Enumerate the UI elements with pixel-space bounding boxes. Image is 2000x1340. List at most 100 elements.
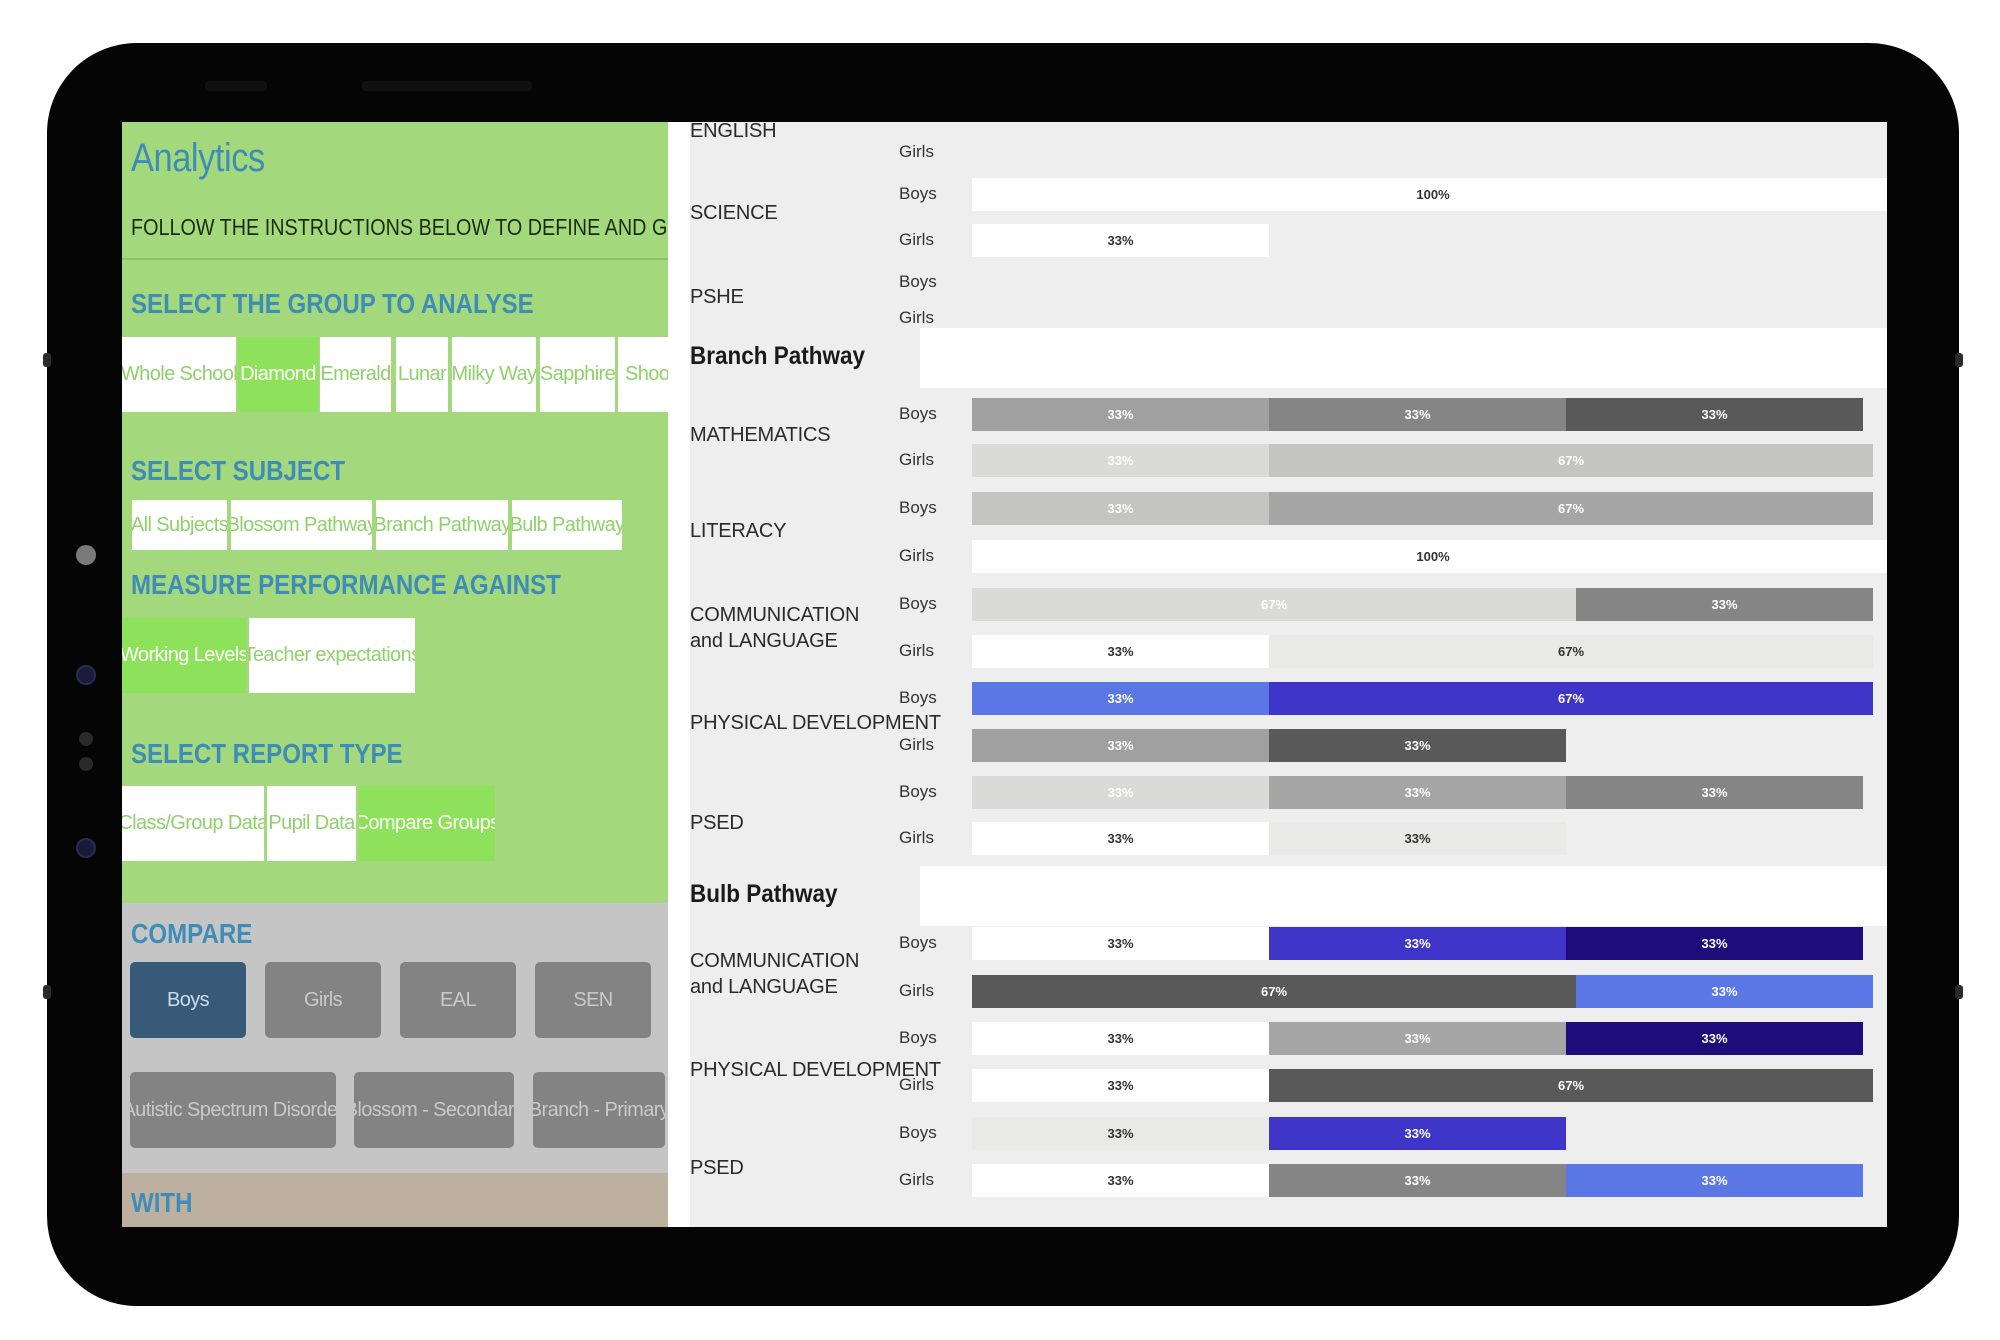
compare-section: COMPARE Boys Girls EAL SEN Autistic Spec… — [122, 903, 668, 1173]
section-heading: Bulb Pathway — [690, 880, 838, 908]
bar-segment[interactable]: 100% — [972, 178, 1887, 211]
bar-segment[interactable]: 67% — [1269, 492, 1873, 525]
comparison-report: ENGLISH Girls SCIENCE Boys 100% Girls 33% PSHE B… — [690, 122, 1887, 1227]
report-option-compare-groups[interactable]: Compare Groups — [359, 786, 495, 861]
bar-segment[interactable]: 33% — [972, 224, 1269, 257]
bar-segment[interactable]: 33% — [1269, 1164, 1566, 1197]
bar-segment[interactable]: 33% — [972, 729, 1269, 762]
bar-segment[interactable]: 67% — [1269, 444, 1873, 477]
bar-segment[interactable]: 33% — [972, 1069, 1269, 1102]
bar-segment[interactable]: 33% — [1269, 398, 1566, 431]
bar-segment[interactable]: 67% — [972, 975, 1576, 1008]
bar-segment[interactable]: 33% — [972, 398, 1269, 431]
group-option-milky-way[interactable]: Milky Way — [452, 337, 536, 412]
report-type-section-heading: SELECT REPORT TYPE — [131, 738, 403, 769]
bar-segment[interactable]: 33% — [1269, 729, 1566, 762]
group-label: Girls — [899, 546, 934, 565]
camera-lens-icon — [76, 545, 96, 565]
group-label: Girls — [899, 1075, 934, 1094]
compare-option-boys[interactable]: Boys — [130, 962, 246, 1038]
group-label: Boys — [899, 1028, 937, 1047]
group-option-shoo[interactable]: Shoo — [618, 337, 668, 412]
bar-segment[interactable]: 100% — [972, 540, 1887, 573]
sensor-icon — [76, 838, 96, 858]
bar-segment[interactable]: 67% — [972, 588, 1576, 621]
bar-segment[interactable]: 33% — [972, 1164, 1269, 1197]
measure-option-teacher-expectations[interactable]: Teacher expectations — [249, 618, 415, 693]
group-label: Boys — [899, 1123, 937, 1142]
bar-segment[interactable]: 67% — [1269, 1069, 1873, 1102]
compare-option-autistic-spectrum-disorder[interactable]: Autistic Spectrum Disorder — [130, 1072, 336, 1148]
compare-option-sen[interactable]: SEN — [535, 962, 651, 1038]
subject-option-blossom[interactable]: Blossom Pathway — [231, 500, 372, 550]
tablet-side-marker — [43, 353, 51, 367]
bar-segment[interactable]: 33% — [1576, 588, 1873, 621]
bar-segment[interactable]: 33% — [1269, 822, 1566, 855]
bar-segment[interactable]: 33% — [1566, 776, 1863, 809]
group-option-sapphire[interactable]: Sapphire — [540, 337, 615, 412]
group-label: Girls — [899, 641, 934, 660]
report-option-pupil[interactable]: Pupil Data — [267, 786, 356, 861]
group-option-lunar[interactable]: Lunar — [396, 337, 448, 412]
group-label: Girls — [899, 230, 934, 249]
compare-section-heading: COMPARE — [131, 918, 253, 949]
group-option-whole-school[interactable]: Whole School — [122, 337, 236, 412]
group-section-heading: SELECT THE GROUP TO ANALYSE — [131, 288, 534, 319]
subject-label: PSED — [690, 812, 744, 834]
bar-segment[interactable]: 33% — [1566, 927, 1863, 960]
bar-segment[interactable]: 33% — [972, 682, 1269, 715]
bar-segment[interactable]: 33% — [972, 635, 1269, 668]
compare-option-girls[interactable]: Girls — [265, 962, 381, 1038]
compare-option-blossom-secondary[interactable]: Blossom - Secondary — [354, 1072, 514, 1148]
bar-segment[interactable]: 33% — [1566, 1164, 1863, 1197]
tablet-side-marker — [43, 985, 51, 999]
bar-segment[interactable]: 33% — [1269, 1022, 1566, 1055]
bar-segment[interactable]: 67% — [1269, 635, 1873, 668]
subject-label: PSED — [690, 1157, 744, 1179]
group-label: Girls — [899, 828, 934, 847]
group-option-emerald[interactable]: Emerald — [320, 337, 391, 412]
measure-section-heading: MEASURE PERFORMANCE AGAINST — [131, 569, 561, 600]
page-title: Analytics — [131, 136, 265, 180]
subject-option-branch[interactable]: Branch Pathway — [376, 500, 508, 550]
compare-option-branch-primary[interactable]: Branch - Primary — [533, 1072, 665, 1148]
group-option-diamond[interactable]: Diamond — [238, 337, 318, 412]
bar-segment[interactable]: 33% — [972, 822, 1269, 855]
compare-option-eal[interactable]: EAL — [400, 962, 516, 1038]
bar-segment[interactable]: 33% — [1566, 1022, 1863, 1055]
group-label: Girls — [899, 142, 934, 161]
subject-label: COMMUNICATION and LANGUAGE — [690, 950, 860, 998]
bar-segment[interactable]: 33% — [972, 444, 1269, 477]
bar-segment[interactable]: 33% — [972, 776, 1269, 809]
tablet-screen: Analytics FOLLOW THE INSTRUCTIONS BELOW … — [122, 122, 1887, 1227]
bar-segment[interactable]: 33% — [1269, 927, 1566, 960]
with-section: WITH — [122, 1173, 668, 1227]
tablet-side-marker — [1955, 985, 1963, 999]
tablet-button-top-left — [205, 81, 267, 91]
bar-segment[interactable]: 33% — [1269, 776, 1566, 809]
report-panel: ENGLISH Girls SCIENCE Boys 100% Girls 33% PSHE B… — [668, 122, 1887, 1227]
bar-segment[interactable]: 33% — [1269, 1117, 1566, 1150]
bar-segment[interactable]: 33% — [972, 492, 1269, 525]
group-label: Boys — [899, 933, 937, 952]
subject-option-all[interactable]: All Subjects — [132, 500, 227, 550]
bar-segment[interactable]: 33% — [972, 1022, 1269, 1055]
section-header-bar — [920, 328, 1887, 388]
bar-segment[interactable]: 67% — [1269, 682, 1873, 715]
sensor-icon — [76, 665, 96, 685]
bar-segment[interactable]: 33% — [1566, 398, 1863, 431]
divider — [122, 258, 668, 260]
subject-option-bulb[interactable]: Bulb Pathway — [512, 500, 622, 550]
measure-option-working-levels[interactable]: Working Levels — [122, 618, 246, 693]
bar-segment[interactable]: 33% — [972, 1117, 1269, 1150]
analytics-controls-panel: Analytics FOLLOW THE INSTRUCTIONS BELOW … — [122, 122, 668, 1227]
subject-label: SCIENCE — [690, 202, 778, 224]
tablet-side-marker — [1955, 353, 1963, 367]
sensor-icon — [79, 732, 93, 746]
with-section-heading: WITH — [131, 1187, 193, 1218]
bar-segment[interactable]: 33% — [972, 927, 1269, 960]
group-label: Boys — [899, 272, 937, 291]
report-option-class-group[interactable]: Class/Group Data — [122, 786, 264, 861]
subject-label: ENGLISH — [690, 122, 777, 142]
bar-segment[interactable]: 33% — [1576, 975, 1873, 1008]
